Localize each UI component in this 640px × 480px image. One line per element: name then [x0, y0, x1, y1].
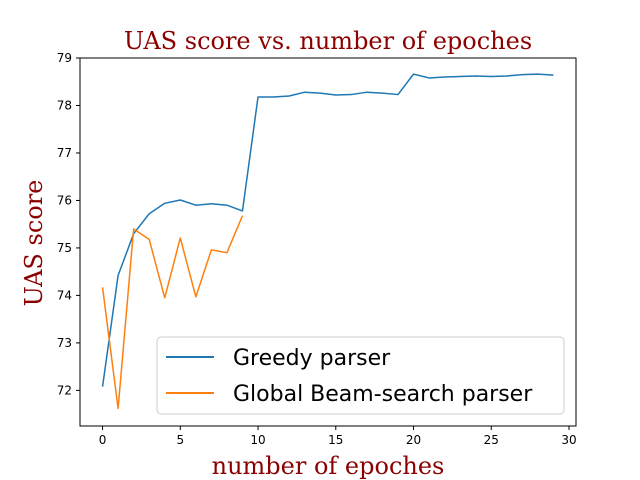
y-tick-label: 76 [57, 193, 72, 207]
legend-label: Global Beam-search parser [233, 382, 533, 407]
y-tick-label: 78 [57, 98, 72, 112]
x-axis: 0 5 10 15 20 25 30 [99, 426, 577, 447]
series-line-0 [101, 73, 554, 387]
legend-box [156, 336, 565, 415]
y-tick-label: 73 [57, 336, 72, 350]
x-axis-label: number of epoches [212, 452, 445, 480]
y-axis: 72 73 74 75 76 77 78 79 [57, 51, 80, 397]
x-tick-label: 15 [328, 433, 343, 447]
x-tick-label: 10 [250, 433, 265, 447]
x-tick-label: 5 [176, 433, 184, 447]
x-tick-label: 30 [561, 433, 576, 447]
y-axis-label: UAS score [20, 180, 48, 307]
series-layer [101, 73, 554, 410]
y-tick-label: 79 [57, 51, 72, 65]
legend: Greedy parser Global Beam-search parser [156, 336, 565, 415]
series-line-1 [101, 215, 244, 410]
x-tick-label: 25 [484, 433, 499, 447]
y-tick-label: 75 [57, 241, 72, 255]
y-tick-label: 77 [57, 146, 72, 160]
y-tick-label: 72 [57, 383, 72, 397]
x-tick-label: 20 [406, 433, 421, 447]
legend-label: Greedy parser [233, 346, 391, 371]
plot-frame [79, 57, 577, 427]
plot-area [79, 57, 577, 427]
chart-title: UAS score vs. number of epoches [124, 27, 532, 55]
y-tick-label: 74 [57, 288, 72, 302]
x-tick-label: 0 [99, 433, 107, 447]
